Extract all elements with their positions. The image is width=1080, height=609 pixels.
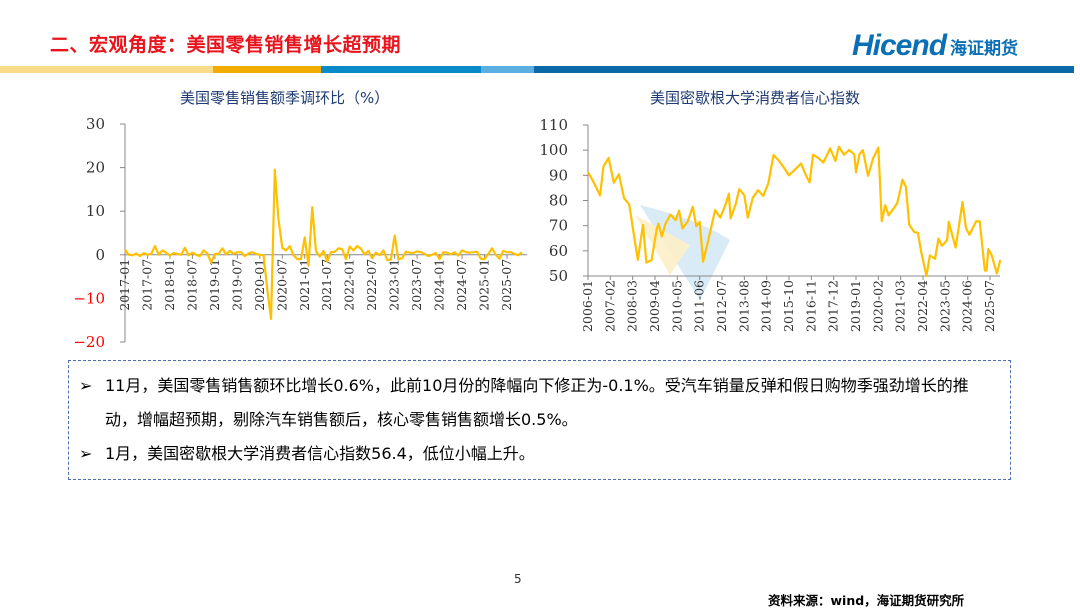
retail-x-tick-label: 2019-07 [229, 259, 244, 311]
sentiment-x-tick-label: 2010-05 [669, 280, 684, 332]
retail-y-tick-label: −20 [73, 333, 105, 351]
sentiment-x-tick-label: 2022-04 [915, 280, 930, 332]
sentiment-x-tick-label: 2014-09 [759, 280, 774, 332]
retail-x-tick-label: 2025-01 [477, 259, 492, 311]
sentiment-x-tick-label: 2009-04 [647, 280, 662, 332]
sentiment-y-tick-label: 110 [539, 116, 568, 134]
sentiment-x-tick-label: 2008-03 [625, 280, 640, 332]
note-text: 1月，美国密歇根大学消费者信心指数56.4，低位小幅上升。 [105, 437, 535, 471]
source-note: 资料来源：wind，海证期货研究所 [768, 590, 964, 609]
retail-x-tick-label: 2024-07 [454, 259, 469, 311]
sentiment-x-tick-label: 2025-07 [982, 280, 997, 332]
sentiment-y-tick-label: 90 [549, 166, 568, 184]
retail-x-tick-label: 2023-01 [387, 259, 402, 311]
note-item: ➢ 11月，美国零售销售额环比增长0.6%，此前10月份的降幅向下修正为-0.1… [79, 369, 1000, 437]
retail-x-tick-label: 2021-01 [297, 259, 312, 311]
retail-y-tick-label: 10 [86, 202, 105, 220]
sentiment-y-tick-label: 100 [539, 141, 568, 159]
page-number: 5 [514, 572, 522, 586]
sentiment-series-line [588, 147, 1000, 276]
sentiment-x-tick-label: 2017-12 [826, 280, 841, 332]
retail-x-tick-label: 2024-01 [432, 259, 447, 311]
retail-y-tick-label: 0 [95, 246, 105, 264]
sentiment-x-tick-label: 2023-05 [937, 280, 952, 332]
sentiment-y-tick-label: 70 [549, 217, 568, 235]
retail-x-tick-label: 2021-07 [319, 259, 334, 311]
sentiment-x-tick-label: 2021-03 [893, 280, 908, 332]
retail-x-tick-label: 2017-07 [139, 259, 154, 311]
notes-box: ➢ 11月，美国零售销售额环比增长0.6%，此前10月份的降幅向下修正为-0.1… [68, 360, 1011, 480]
retail-x-tick-label: 2017-01 [117, 259, 132, 311]
sentiment-x-tick-label: 2013-08 [736, 280, 751, 332]
sentiment-y-tick-label: 60 [549, 242, 568, 260]
sentiment-x-tick-label: 2020-02 [870, 280, 885, 332]
sentiment-x-tick-label: 2019-01 [848, 280, 863, 332]
bullet-arrow-icon: ➢ [79, 369, 105, 437]
retail-x-tick-label: 2023-07 [409, 259, 424, 311]
retail-x-tick-label: 2020-07 [274, 259, 289, 311]
note-text: 11月，美国零售销售额环比增长0.6%，此前10月份的降幅向下修正为-0.1%。… [105, 369, 1000, 437]
sentiment-x-tick-label: 2015-10 [781, 280, 796, 332]
sentiment-x-tick-label: 2012-07 [714, 280, 729, 332]
sentiment-x-tick-label: 2024-06 [960, 280, 975, 332]
retail-x-tick-label: 2022-01 [342, 259, 357, 311]
retail-x-tick-label: 2022-07 [364, 259, 379, 311]
sentiment-x-tick-label: 2007-02 [602, 280, 617, 332]
retail-x-tick-label: 2019-01 [207, 259, 222, 311]
sentiment-x-tick-label: 2006-01 [580, 280, 595, 332]
retail-y-tick-label: −10 [73, 289, 105, 307]
retail-x-tick-label: 2018-07 [184, 259, 199, 311]
retail-y-tick-label: 20 [86, 159, 105, 177]
sentiment-x-tick-label: 2016-11 [803, 280, 818, 332]
retail-y-tick-label: 30 [86, 115, 105, 133]
retail-x-tick-label: 2025-07 [499, 259, 514, 311]
bullet-arrow-icon: ➢ [79, 437, 105, 471]
note-item: ➢ 1月，美国密歇根大学消费者信心指数56.4，低位小幅上升。 [79, 437, 1000, 471]
retail-x-tick-label: 2018-01 [162, 259, 177, 311]
sentiment-x-tick-label: 2011-06 [692, 280, 707, 332]
sentiment-y-tick-label: 80 [549, 192, 568, 210]
sentiment-y-tick-label: 50 [549, 267, 568, 285]
